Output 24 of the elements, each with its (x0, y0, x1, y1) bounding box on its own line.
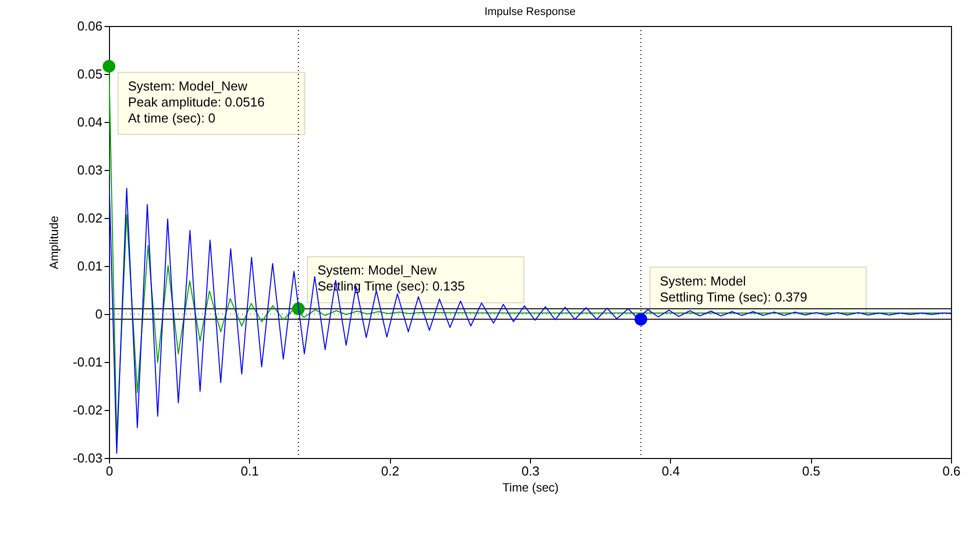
y-tick-label: -0.02 (72, 402, 102, 418)
y-tick-label: -0.03 (72, 450, 102, 466)
x-tick-label: 0.5 (802, 464, 820, 478)
y-tick-label: 0.01 (77, 258, 102, 274)
chart-title: Impulse Response (484, 6, 576, 18)
y-tick-label: 0.04 (77, 114, 102, 130)
y-tick-label: 0.05 (77, 66, 102, 82)
y-tick-label: 0.02 (77, 210, 102, 226)
x-tick-label: 0.2 (381, 464, 400, 478)
annotation: System: Model_New Peak amplitude: 0.0516 At time (sec): 0 (128, 78, 265, 126)
line-series (109, 174, 951, 454)
y-tick-label: 0 (95, 306, 102, 322)
x-axis-title: Time (sec) (502, 480, 559, 494)
y-tick-label: 0.06 (77, 18, 102, 34)
x-tick-label: 0 (106, 464, 114, 478)
y-tick-label: 0.03 (77, 162, 102, 178)
x-tick-label: 0.1 (240, 464, 259, 478)
x-tick-label: 0.6 (942, 464, 961, 478)
point (102, 60, 116, 73)
x-tick-label: 0.3 (521, 464, 540, 478)
y-tick-label: -0.01 (72, 354, 102, 370)
annotation: System: Model Settling Time (sec): 0.379 (660, 273, 808, 304)
x-tick-label: 0.4 (662, 464, 680, 478)
y-axis-title: Amplitude (46, 216, 61, 270)
